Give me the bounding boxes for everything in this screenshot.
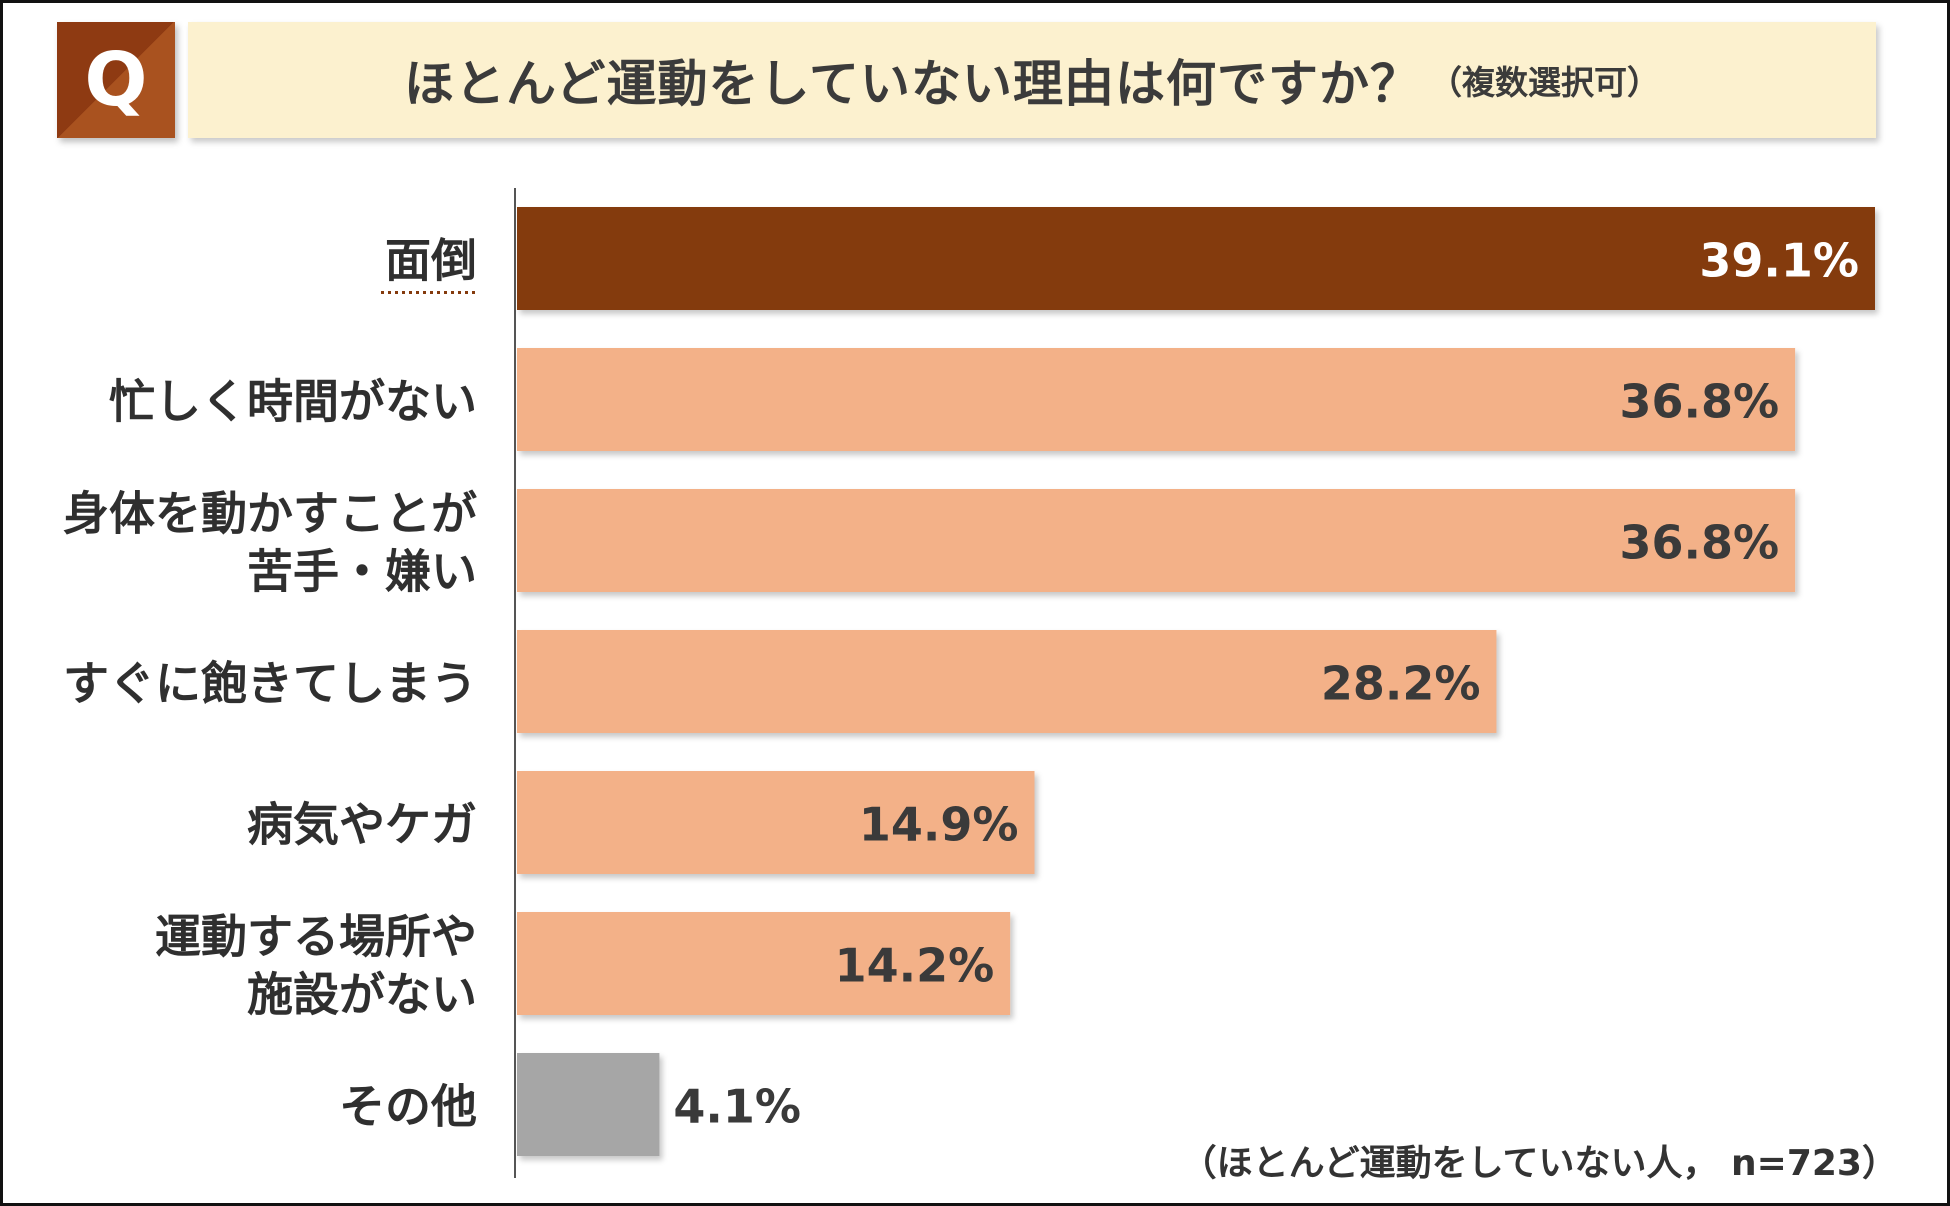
category-label-0: 面倒 — [385, 234, 477, 288]
question-mark-badge: Q — [57, 22, 175, 138]
category-label-1: 忙しく時間がない — [109, 375, 477, 429]
value-label-3: 28.2% — [1321, 657, 1481, 711]
bar-5 — [517, 912, 1011, 1015]
value-label-5: 14.2% — [835, 939, 995, 993]
bar-1 — [517, 348, 1796, 451]
category-label-2-line-1: 苦手・嫌い — [247, 545, 477, 599]
question-title-box: ほとんど運動をしていない理由は何ですか？ （複数選択可） — [188, 22, 1876, 138]
category-label-5-line-0: 運動する場所や — [155, 910, 477, 964]
value-label-0: 39.1% — [1699, 234, 1859, 288]
bar-2 — [517, 489, 1796, 592]
value-label-4: 14.9% — [859, 798, 1019, 852]
question-title: ほとんど運動をしていない理由は何ですか？ — [404, 55, 1421, 113]
category-label-3: すぐに飽きてしまう — [63, 657, 477, 711]
question-mark-text: Q — [84, 37, 148, 123]
value-label-2: 36.8% — [1620, 516, 1780, 570]
question-subtitle: （複数選択可） — [1429, 63, 1660, 102]
bar-3 — [517, 630, 1497, 733]
bar-0 — [517, 207, 1875, 310]
value-label-1: 36.8% — [1620, 375, 1780, 429]
sample-footnote: （ほとんど運動をしていない人， n=723） — [1180, 1143, 1898, 1184]
value-label-6: 4.1% — [673, 1080, 801, 1134]
category-label-2-line-0: 身体を動かすことが — [63, 487, 477, 541]
category-label-5-line-1: 施設がない — [247, 968, 477, 1022]
category-label-4: 病気やケガ — [247, 798, 477, 852]
bar-4 — [517, 771, 1035, 874]
category-label-6: その他 — [339, 1080, 477, 1134]
bar-6 — [517, 1053, 660, 1156]
